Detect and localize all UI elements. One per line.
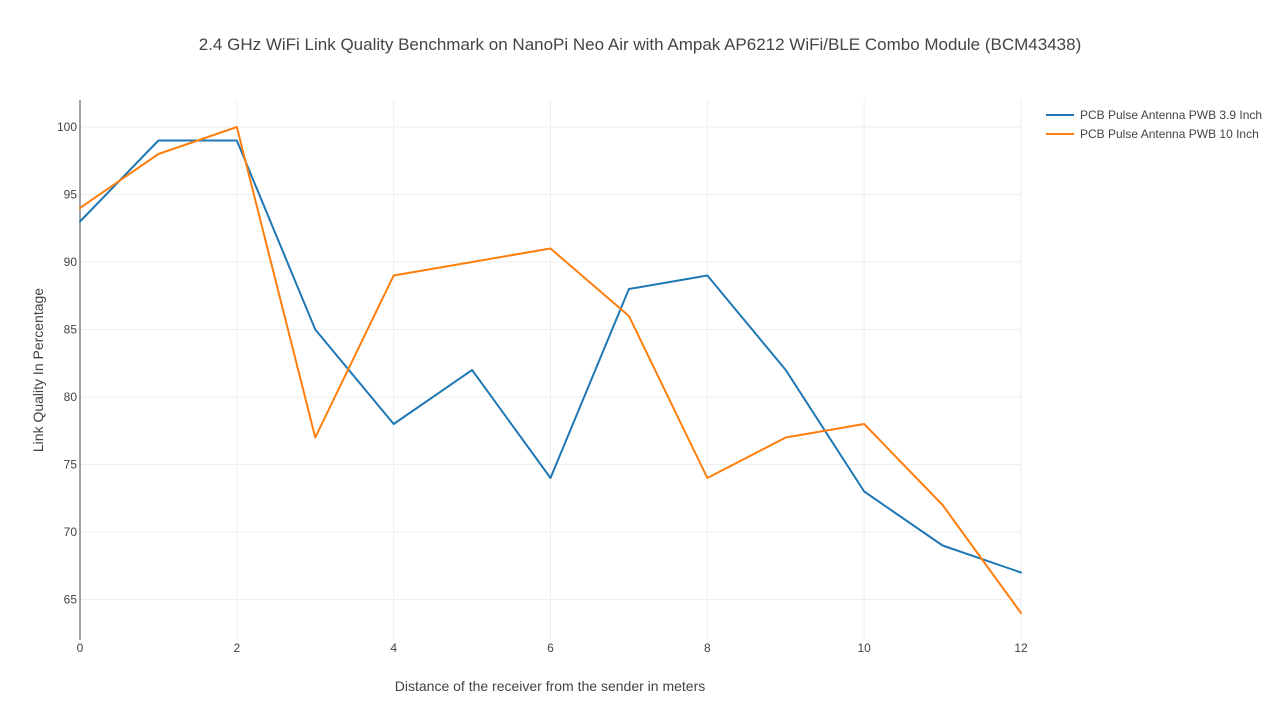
x-tick-label: 8 xyxy=(704,641,711,655)
data-point xyxy=(705,273,710,278)
data-point xyxy=(313,435,318,440)
data-point xyxy=(940,543,945,548)
axes-layer: 0 2 4 6 8 10 12 65 70 75 80 85 90 95 100 xyxy=(57,100,1028,655)
data-point xyxy=(705,476,710,481)
y-tick-label: 75 xyxy=(64,458,78,472)
data-point xyxy=(626,314,631,319)
chart-title: 2.4 GHz WiFi Link Quality Benchmark on N… xyxy=(199,35,1081,54)
y-tick-label: 100 xyxy=(57,120,77,134)
data-point xyxy=(78,206,83,211)
data-point xyxy=(234,125,239,130)
data-point xyxy=(1019,570,1024,575)
series-line-1 xyxy=(79,139,1022,574)
data-point xyxy=(862,422,867,427)
y-tick-label: 85 xyxy=(64,323,78,337)
x-axis-label: Distance of the receiver from the sender… xyxy=(395,678,705,694)
data-point xyxy=(234,138,239,143)
data-point xyxy=(1019,611,1024,616)
y-tick-label: 65 xyxy=(64,593,78,607)
data-point xyxy=(862,489,867,494)
data-point xyxy=(78,219,83,224)
data-point xyxy=(548,476,553,481)
data-point xyxy=(391,422,396,427)
x-tick-label: 6 xyxy=(547,641,554,655)
data-point xyxy=(548,246,553,251)
data-point xyxy=(783,368,788,373)
data-point xyxy=(626,287,631,292)
data-point xyxy=(470,260,475,265)
series-line-2 xyxy=(79,126,1022,614)
data-point xyxy=(156,152,161,157)
grid-layer xyxy=(80,100,1022,640)
x-tick-label: 0 xyxy=(77,641,84,655)
x-tick-label: 10 xyxy=(857,641,871,655)
legend-label: PCB Pulse Antenna PWB 10 Inch xyxy=(1080,127,1259,141)
series-layer xyxy=(78,125,1024,616)
x-tick-label: 4 xyxy=(390,641,397,655)
legend: PCB Pulse Antenna PWB 3.9 Inch PCB Pulse … xyxy=(1046,108,1262,141)
x-tick-label: 2 xyxy=(233,641,240,655)
y-axis-label: Link Quality In Percentage xyxy=(30,288,46,452)
data-point xyxy=(940,503,945,508)
y-tick-label: 80 xyxy=(64,390,78,404)
legend-label: PCB Pulse Antenna PWB 3.9 Inch xyxy=(1080,108,1262,122)
data-point xyxy=(156,138,161,143)
data-point xyxy=(470,368,475,373)
data-point xyxy=(783,435,788,440)
legend-item-1[interactable]: PCB Pulse Antenna PWB 3.9 Inch xyxy=(1046,108,1262,122)
y-tick-label: 70 xyxy=(64,525,78,539)
data-point xyxy=(391,273,396,278)
y-tick-label: 90 xyxy=(64,255,78,269)
x-tick-label: 12 xyxy=(1014,641,1028,655)
y-tick-label: 95 xyxy=(64,188,78,202)
data-point xyxy=(313,327,318,332)
legend-item-2[interactable]: PCB Pulse Antenna PWB 10 Inch xyxy=(1046,127,1259,141)
